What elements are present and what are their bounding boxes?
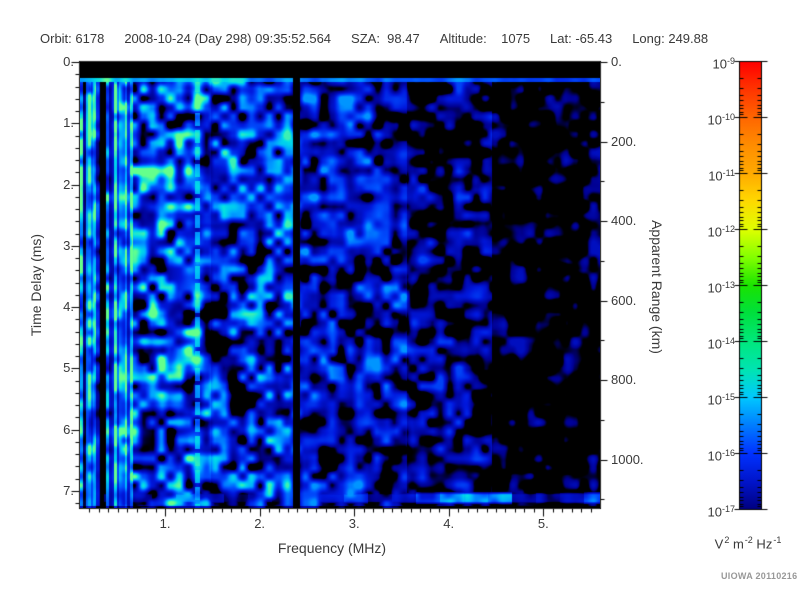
header-readout: Orbit: 6178 2008-10-24 (Day 298) 09:35:5… bbox=[40, 31, 708, 46]
longitude-readout: Long: 249.88 bbox=[632, 31, 709, 46]
frequency-axis-label: Frequency (MHz) bbox=[277, 540, 387, 556]
unit-part: Hz bbox=[752, 536, 773, 552]
time-delay-axis-label: Time Delay (ms) bbox=[28, 233, 44, 337]
unit-part-sup: -2 bbox=[744, 535, 753, 545]
spectrogram-canvas bbox=[80, 62, 600, 508]
orbit-readout: Orbit: 6178 bbox=[40, 31, 105, 46]
sza-readout: SZA: 98.47 bbox=[351, 31, 420, 46]
unit-part: m bbox=[729, 536, 744, 552]
datetime-readout: 2008-10-24 (Day 298) 09:35:52.564 bbox=[124, 31, 332, 46]
latitude-readout: Lat: -65.43 bbox=[550, 31, 613, 46]
unit-part-sup: 2 bbox=[724, 535, 730, 545]
altitude-readout: Altitude: 1075 bbox=[439, 31, 531, 46]
colorbar-unit-label: V2 m-2 Hz-1 bbox=[715, 535, 782, 551]
unit-part-sup: -1 bbox=[773, 535, 782, 545]
credit-label: UIOWA 20110216 bbox=[721, 571, 798, 581]
apparent-range-axis-label: Apparent Range (km) bbox=[649, 220, 665, 354]
unit-part: V bbox=[714, 536, 724, 552]
